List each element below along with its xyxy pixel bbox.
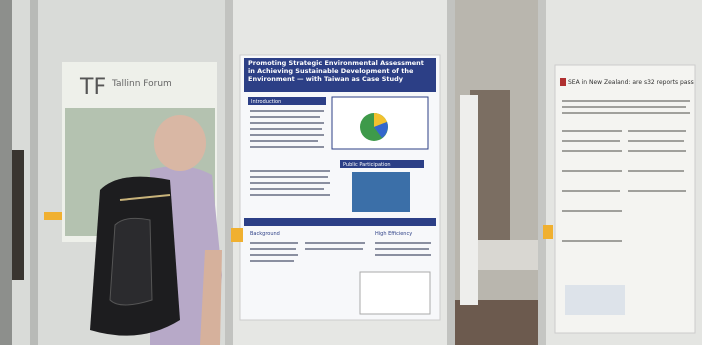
head (154, 115, 206, 171)
text-lines (562, 100, 690, 242)
board-frame (447, 0, 455, 345)
pie-slice (374, 122, 388, 138)
section-header (248, 97, 326, 105)
poster-title: SEA in New Zealand: are s32 reports pass (568, 79, 694, 86)
board-frame (538, 0, 546, 345)
chart-box (331, 96, 429, 150)
text-lines (250, 110, 330, 196)
logo (560, 78, 566, 86)
pie-slice (374, 113, 387, 127)
tape (543, 225, 553, 239)
map-photo (352, 172, 410, 212)
poster-header (244, 58, 436, 92)
section-title: High Efficiency (375, 231, 412, 237)
board-frame (30, 0, 38, 345)
logo: TF (79, 75, 106, 100)
backpack-pocket (109, 217, 153, 306)
zipper (119, 194, 171, 201)
arm (200, 250, 222, 345)
section-title: Background (250, 231, 280, 237)
poster-title: Promoting Strategic Environmental Assess… (248, 59, 424, 83)
section-title: Public Participation (343, 162, 391, 168)
section-title: Introduction (251, 99, 281, 105)
tape (44, 212, 62, 220)
text-lines (250, 242, 431, 262)
tape (231, 228, 243, 242)
org-name: Tallinn Forum (111, 79, 172, 89)
panel-edge (460, 95, 478, 305)
floor (455, 300, 545, 345)
poster-title-box: Promoting Strategic Environmental Assess… (248, 59, 424, 83)
figure (565, 285, 625, 315)
bystander (12, 150, 24, 280)
section-header (244, 218, 436, 226)
section-header (340, 160, 424, 168)
board-frame (225, 0, 233, 345)
stacked-chairs (478, 240, 538, 270)
bar-figure (359, 271, 431, 315)
